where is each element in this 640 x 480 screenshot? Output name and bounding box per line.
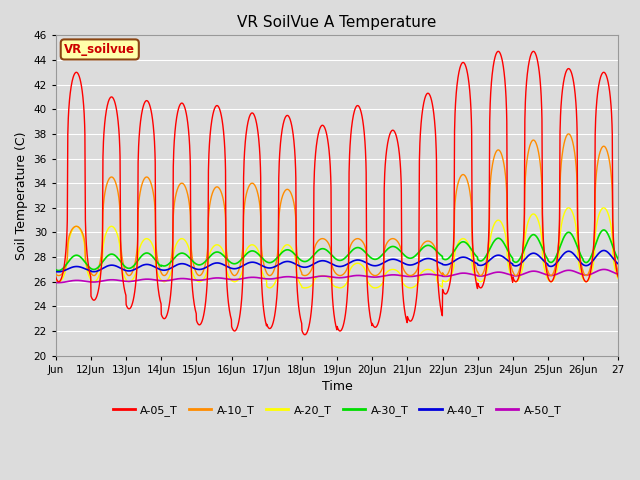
Y-axis label: Soil Temperature (C): Soil Temperature (C) <box>15 131 28 260</box>
Text: VR_soilvue: VR_soilvue <box>64 43 135 56</box>
Title: VR SoilVue A Temperature: VR SoilVue A Temperature <box>237 15 436 30</box>
Legend: A-05_T, A-10_T, A-20_T, A-30_T, A-40_T, A-50_T: A-05_T, A-10_T, A-20_T, A-30_T, A-40_T, … <box>108 401 566 420</box>
X-axis label: Time: Time <box>322 380 353 393</box>
